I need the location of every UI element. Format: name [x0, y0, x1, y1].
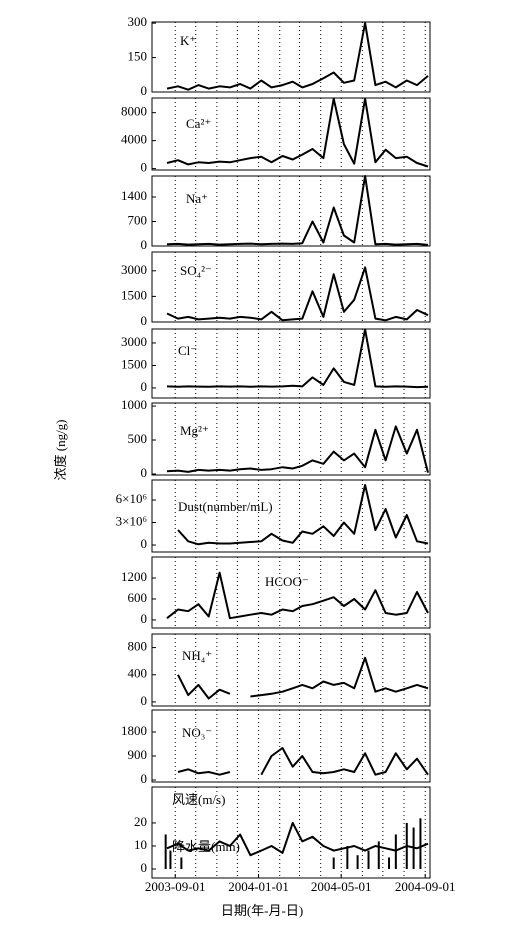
series-label: HCOO⁻	[265, 574, 309, 589]
y-tick-label: 0	[141, 379, 148, 394]
bar	[180, 857, 183, 870]
y-tick-label: 0	[141, 465, 148, 480]
y-tick-label: 1500	[121, 287, 147, 302]
y-tick-label: 0	[141, 693, 148, 708]
y-axis-label: 浓度 (ng/g)	[53, 419, 68, 480]
panel-frame	[151, 556, 431, 629]
panel-frame	[151, 709, 431, 783]
x-tick-label: 2003-09-01	[145, 879, 206, 894]
panel-frame	[151, 328, 431, 399]
y-tick-label: 3000	[121, 334, 147, 349]
y-tick-label: 500	[128, 431, 148, 446]
series-line	[166, 328, 429, 389]
y-tick-label: 900	[128, 747, 148, 762]
y-tick-label: 4000	[121, 132, 147, 147]
series-label: 风速(m/s)	[172, 792, 225, 807]
y-tick-label: 3×10⁶	[116, 514, 147, 529]
series-line	[177, 674, 231, 700]
y-tick-label: 6×10⁶	[116, 491, 147, 506]
series-label: Ca²⁺	[186, 116, 211, 131]
series-line	[177, 484, 429, 546]
series-label: Mg²⁺	[180, 423, 209, 438]
y-tick-label: 20	[134, 814, 147, 829]
y-tick-label: 1500	[121, 356, 147, 371]
bar	[394, 834, 397, 870]
bar	[388, 857, 391, 870]
y-tick-label: 400	[128, 666, 148, 681]
bar	[377, 841, 380, 870]
series-label: NO₃⁻	[182, 725, 212, 740]
panel-frame	[151, 97, 431, 171]
series-line	[166, 22, 429, 91]
series-label: Cl⁻	[178, 343, 197, 358]
y-tick-label: 0	[141, 536, 148, 551]
panel-frame	[151, 633, 431, 707]
y-tick-label: 0	[141, 313, 148, 328]
bar	[367, 850, 370, 870]
bar	[346, 845, 349, 870]
x-axis-label: 日期(年-月-日)	[221, 903, 303, 918]
y-tick-label: 8000	[121, 104, 147, 119]
y-tick-label: 0	[141, 771, 148, 786]
series-line	[166, 821, 429, 857]
y-tick-label: 700	[128, 212, 148, 227]
series-line	[177, 768, 231, 776]
bar	[356, 855, 359, 870]
panel-frame	[151, 251, 431, 323]
series-line	[260, 747, 429, 776]
bar	[169, 850, 172, 870]
series-line	[166, 266, 429, 322]
series-label: NH₄⁺	[182, 648, 212, 663]
x-tick-label: 2004-09-01	[395, 879, 456, 894]
series-line	[166, 571, 429, 620]
panel-frame	[151, 402, 431, 476]
y-tick-label: 3000	[121, 262, 147, 277]
bar	[412, 827, 415, 870]
y-tick-label: 150	[128, 49, 148, 64]
y-tick-label: 10	[134, 837, 147, 852]
panel-frame	[151, 175, 431, 247]
series-label: Dust(number/mL)	[178, 499, 273, 514]
y-tick-label: 600	[128, 590, 148, 605]
y-tick-label: 1200	[121, 569, 147, 584]
y-tick-label: 0	[141, 237, 148, 252]
panel-frame	[151, 786, 431, 879]
series-label: Na⁺	[186, 191, 208, 206]
y-tick-label: 1800	[121, 723, 147, 738]
panel-frame	[151, 21, 431, 93]
y-tick-label: 1400	[121, 188, 147, 203]
bar	[419, 818, 422, 870]
series-label: 降水量(mm)	[172, 839, 240, 854]
y-tick-label: 0	[141, 860, 148, 875]
y-tick-label: 1000	[121, 397, 147, 412]
series-line	[250, 656, 429, 698]
y-tick-label: 0	[141, 83, 148, 98]
x-tick-label: 2004-01-01	[228, 879, 289, 894]
series-line	[166, 425, 429, 473]
series-line	[166, 97, 429, 168]
y-tick-label: 300	[128, 14, 148, 29]
series-label: SO₄²⁻	[180, 263, 212, 278]
series-line	[166, 175, 429, 246]
panel-frame	[151, 479, 431, 553]
y-tick-label: 800	[128, 639, 148, 654]
bar	[164, 834, 167, 870]
x-tick-label: 2004-05-01	[311, 879, 372, 894]
y-tick-label: 0	[141, 160, 148, 175]
y-tick-label: 0	[141, 611, 148, 626]
bar	[405, 822, 408, 870]
series-label: K⁺	[180, 33, 196, 48]
bar	[332, 857, 335, 870]
